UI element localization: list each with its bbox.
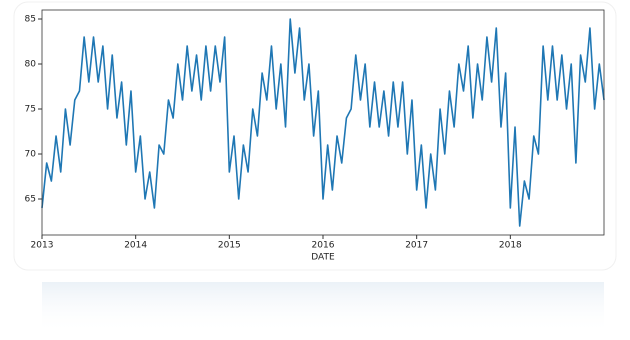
card bbox=[13, 1, 617, 271]
x-tick-label: 2016 bbox=[312, 241, 335, 251]
plot-frame bbox=[41, 9, 605, 236]
y-tick-label: 85 bbox=[25, 15, 36, 25]
y-tick-label: 65 bbox=[25, 195, 36, 205]
x-tick-label: 2018 bbox=[499, 241, 522, 251]
series-line bbox=[41, 18, 605, 227]
y-tick-label: 80 bbox=[25, 60, 37, 70]
y-tick-label: 75 bbox=[25, 105, 36, 115]
x-tick-label: 2014 bbox=[124, 241, 147, 251]
x-tick-label: 2017 bbox=[405, 241, 428, 251]
y-tick-label: 70 bbox=[25, 150, 37, 160]
reflection bbox=[42, 282, 604, 334]
x-tick-label: 2013 bbox=[31, 241, 54, 251]
x-tick-label: 2015 bbox=[218, 241, 241, 251]
x-axis-label: DATE bbox=[311, 253, 335, 263]
